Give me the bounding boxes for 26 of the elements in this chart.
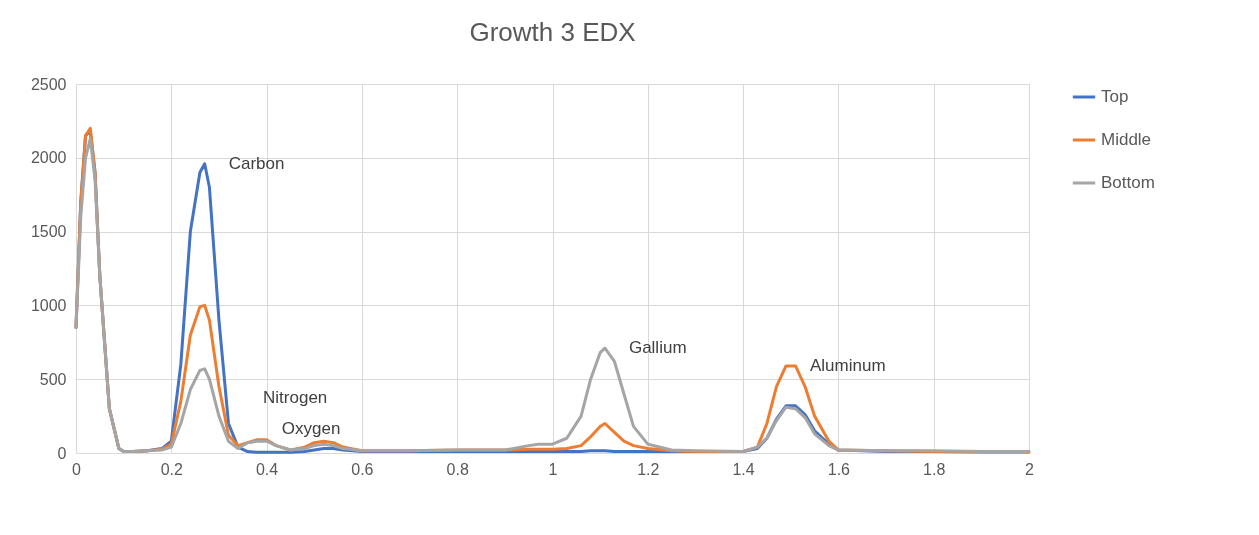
x-tick-label: 0.4 [255,460,279,478]
annotation: Nitrogen [263,387,328,407]
annotation: Aluminum [809,355,886,375]
y-tick-label: 2500 [30,75,67,93]
x-tick-label: 1.2 [637,460,660,478]
annotation: Oxygen [281,419,341,439]
x-tick-label: 0.2 [160,460,184,478]
y-tick-label: 2000 [30,149,67,167]
x-tick-label: 1.4 [732,460,755,478]
x-tick-label: 1.8 [923,460,946,478]
legend-label: Top [1101,87,1129,106]
x-tick-label: 2 [1025,460,1035,478]
x-tick-label: 0.6 [351,460,374,478]
legend-label: Middle [1101,130,1152,149]
x-tick-label: 1.6 [827,460,851,478]
x-tick-label: 0 [72,460,82,478]
x-tick-label: 0.8 [446,460,469,478]
y-tick-label: 1000 [30,296,67,314]
y-tick-label: 1500 [30,223,67,241]
annotation: Gallium [628,338,687,358]
legend-label: Bottom [1101,173,1155,192]
x-tick-label: 1 [548,460,558,478]
y-tick-label: 500 [39,370,67,388]
y-tick-label: 0 [57,444,67,462]
chart-title: Growth 3 EDX [469,17,636,47]
annotation: Carbon [228,153,285,173]
